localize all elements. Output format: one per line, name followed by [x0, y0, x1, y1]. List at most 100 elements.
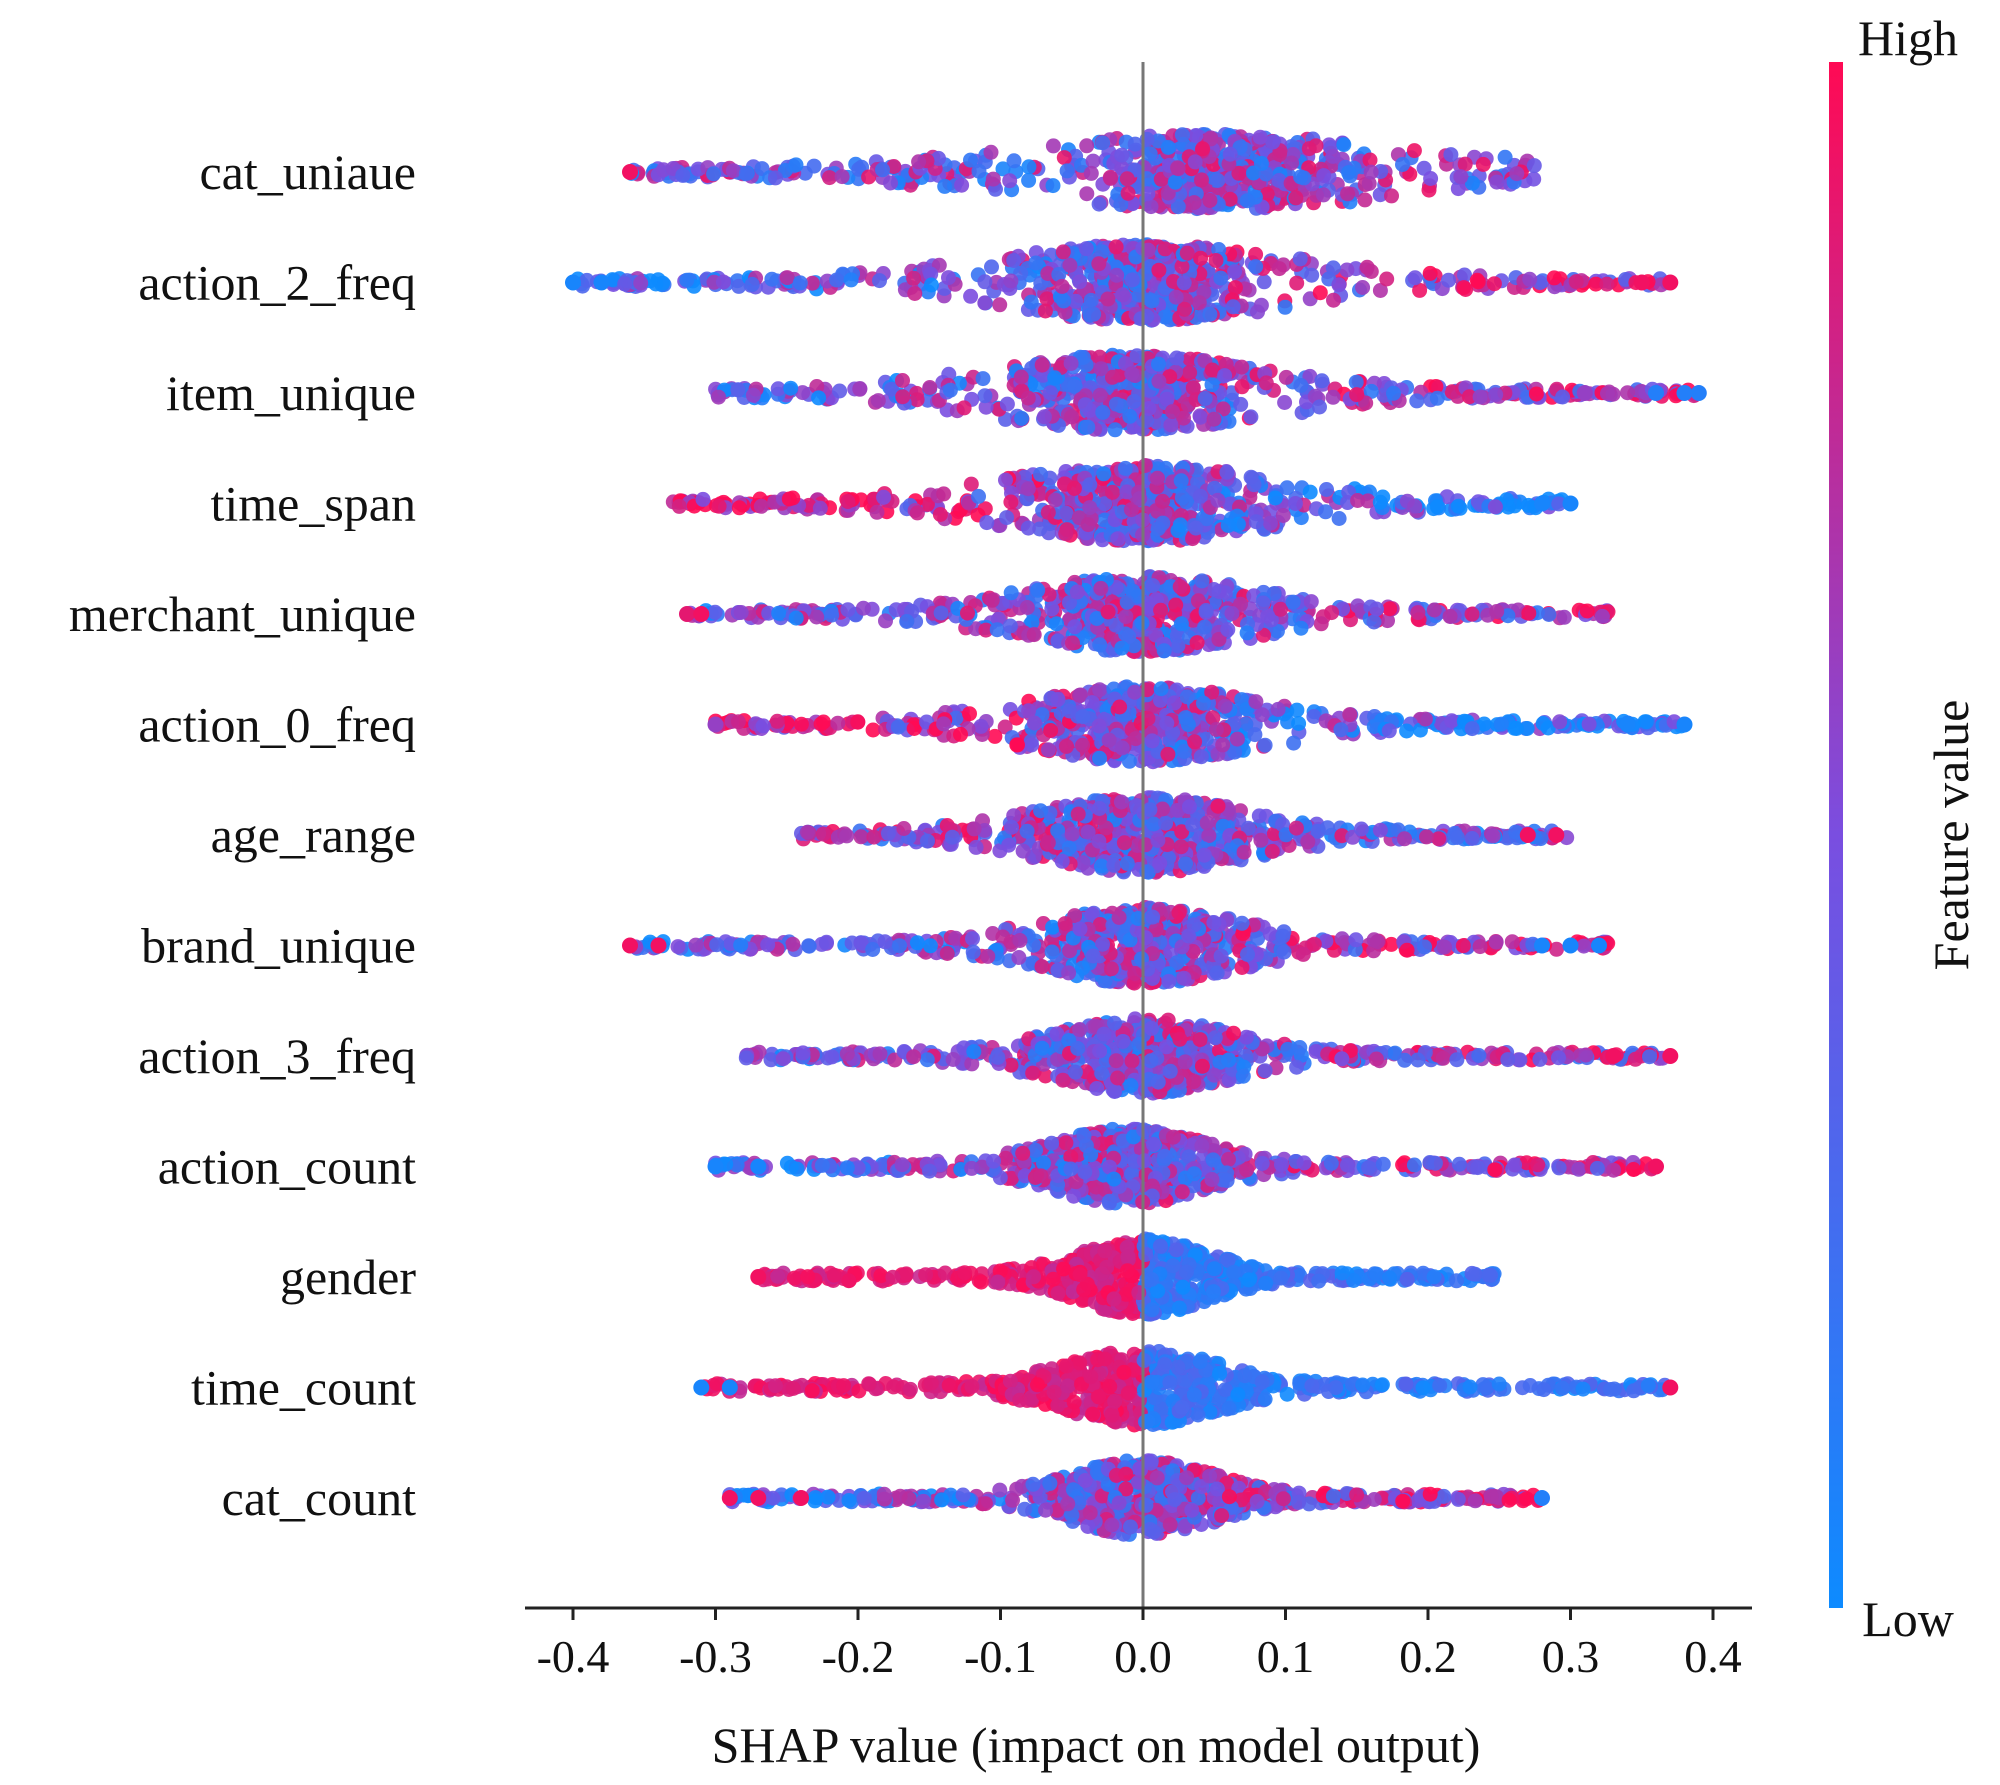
shap-point-outlier: [1576, 385, 1593, 401]
shap-point: [979, 515, 995, 531]
shap-point: [1144, 293, 1160, 309]
shap-point: [1204, 377, 1220, 393]
shap-point: [909, 505, 925, 521]
shap-point: [1152, 855, 1168, 871]
shap-point: [1157, 309, 1173, 325]
shap-point: [1222, 191, 1238, 207]
shap-point: [1059, 163, 1075, 179]
shap-point: [1153, 681, 1169, 697]
shap-point: [1093, 580, 1109, 596]
shap-point: [1179, 689, 1195, 705]
shap-point: [1278, 369, 1294, 385]
shap-point: [1363, 164, 1379, 180]
shap-point: [1208, 253, 1224, 268]
shap-point: [911, 154, 927, 170]
shap-point: [1170, 638, 1186, 654]
shap-point: [730, 382, 746, 398]
shap-point: [1019, 600, 1035, 615]
shap-point: [1114, 147, 1130, 163]
shap-point: [1028, 255, 1044, 271]
shap-point: [1103, 170, 1119, 186]
shap-point: [1287, 496, 1303, 511]
shap-point-outlier: [679, 606, 695, 622]
shap-point: [1362, 152, 1378, 168]
shap-point: [1067, 619, 1083, 635]
shap-point: [1122, 408, 1138, 424]
shap-point: [1254, 155, 1269, 171]
shap-point: [1064, 409, 1079, 425]
shap-point: [813, 716, 829, 732]
shap-point: [852, 381, 868, 397]
shap-point: [1151, 262, 1167, 278]
shap-point: [866, 829, 882, 845]
shap-point: [1110, 531, 1126, 547]
shap-point: [1062, 257, 1078, 273]
shap-point: [977, 295, 993, 311]
shap-point: [1124, 366, 1140, 382]
shap-point: [1163, 417, 1179, 433]
shap-point: [1599, 276, 1615, 292]
shap-point: [1292, 251, 1308, 267]
shap-point: [1119, 855, 1135, 871]
shap-point: [730, 714, 746, 730]
shap-point: [1039, 291, 1055, 307]
shap-point: [1308, 138, 1324, 154]
shap-point: [1189, 635, 1205, 651]
shap-point: [840, 494, 856, 509]
shap-point: [1015, 843, 1031, 859]
shap-point: [1253, 832, 1269, 848]
shap-point: [1320, 820, 1336, 836]
shap-point: [1372, 494, 1388, 510]
shap-point: [886, 159, 902, 174]
shap-point: [1100, 291, 1116, 307]
shap-point: [1145, 578, 1161, 594]
shap-point: [1095, 135, 1111, 151]
shap-point: [1113, 197, 1129, 213]
shap-point: [1114, 740, 1130, 756]
shap-point-outlier: [1648, 385, 1664, 401]
shap-point: [1185, 817, 1201, 833]
shap-point: [1258, 375, 1274, 391]
shap-point: [1065, 635, 1080, 651]
shap-point: [1194, 172, 1209, 188]
shap-point: [755, 718, 771, 734]
shap-point: [1158, 815, 1174, 831]
shap-point: [1159, 715, 1175, 731]
shap-point-outlier: [1633, 274, 1650, 291]
shap-point: [1112, 699, 1128, 715]
shap-point: [1526, 158, 1542, 174]
shap-point: [1023, 294, 1039, 310]
shap-point: [978, 399, 994, 415]
shap-point: [1020, 520, 1036, 536]
shap-point: [1215, 737, 1231, 753]
shap-point: [1062, 703, 1077, 719]
shap-point: [1222, 146, 1238, 162]
shap-point: [1118, 609, 1134, 625]
shap-point-outlier: [565, 274, 581, 291]
shap-point: [878, 613, 893, 629]
shap-point: [1193, 749, 1209, 765]
shap-point: [822, 170, 837, 186]
shap-point: [999, 510, 1015, 526]
shap-point: [744, 276, 760, 292]
shap-point: [1013, 369, 1029, 385]
shap-point: [1179, 245, 1195, 261]
shap-point: [1314, 373, 1330, 389]
shap-point: [1055, 244, 1071, 260]
shap-point: [1509, 166, 1525, 182]
shap-point: [1353, 821, 1369, 837]
shap-point-outlier: [1548, 827, 1565, 843]
shap-point: [1568, 274, 1584, 290]
shap-point: [1363, 264, 1379, 279]
shap-point: [944, 829, 960, 845]
shap-point: [872, 273, 887, 289]
shap-point: [792, 275, 808, 291]
shap-point: [1070, 806, 1086, 822]
shap-point: [1312, 399, 1327, 415]
shap-point: [1075, 737, 1091, 753]
shap-point: [1243, 469, 1259, 485]
shap-point: [1453, 169, 1469, 185]
shap-point: [1006, 253, 1022, 268]
shap-point: [1091, 718, 1107, 734]
